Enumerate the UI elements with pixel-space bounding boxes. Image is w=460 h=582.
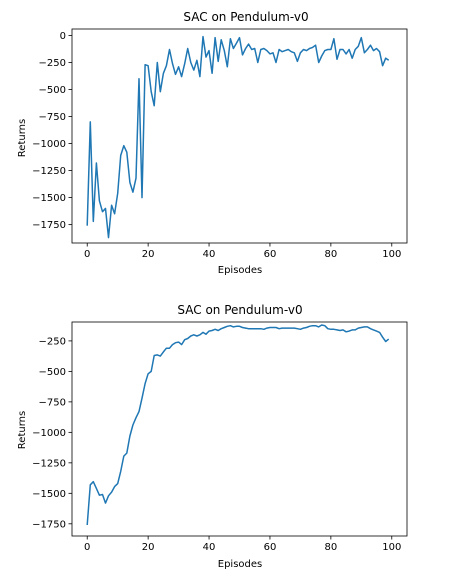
y-tick-label: −1250 <box>32 166 66 177</box>
chart-2-series-line <box>86 324 390 526</box>
chart-2-ylabel: Returns <box>17 411 28 449</box>
chart-2: SAC on Pendulum-v0 Episodes Returns 0 20 4… <box>17 303 408 570</box>
y-tick-label: −750 <box>39 112 66 123</box>
x-tick-label: 40 <box>203 249 216 260</box>
y-tick-label: −1750 <box>32 519 66 530</box>
chart-1-ylabel: Returns <box>17 119 28 157</box>
y-tick-label: −500 <box>39 85 66 96</box>
chart-2-title: SAC on Pendulum-v0 <box>177 303 302 317</box>
y-tick-label: −1000 <box>32 428 66 439</box>
y-tick-label: −750 <box>39 397 66 408</box>
x-tick-label: 40 <box>203 542 216 553</box>
chart-1-plot-frame <box>71 28 408 244</box>
chart-1-title: SAC on Pendulum-v0 <box>183 10 308 24</box>
x-tick-label: 20 <box>142 542 155 553</box>
chart-1-xlabel: Episodes <box>218 265 262 276</box>
chart-2-plot-frame <box>71 321 408 537</box>
y-tick-label: −1750 <box>32 220 66 231</box>
y-tick-label: −250 <box>39 336 66 347</box>
chart-2-ticks: 0 20 40 60 80 100 −250 −500 −750 −1000 −1250 −1500 −… <box>32 336 401 553</box>
chart-1-ticks: 0 20 40 60 80 100 0 −250 −500 −750 −1000 −1250 −1500… <box>32 31 401 260</box>
chart-1: SAC on Pendulum-v0 Episodes Returns 0 20 4… <box>17 10 408 276</box>
x-tick-label: 80 <box>324 249 337 260</box>
x-tick-label: 0 <box>84 249 90 260</box>
y-tick-label: −1500 <box>32 193 66 204</box>
y-tick-label: −500 <box>39 367 66 378</box>
x-tick-label: 60 <box>264 249 277 260</box>
y-tick-label: −1000 <box>32 139 66 150</box>
chart-2-xlabel: Episodes <box>218 559 262 570</box>
y-tick-label: 0 <box>60 31 66 42</box>
x-tick-label: 0 <box>84 542 90 553</box>
x-tick-label: 60 <box>264 542 277 553</box>
y-tick-label: −250 <box>39 58 66 69</box>
x-tick-label: 100 <box>382 249 401 260</box>
y-tick-label: −1250 <box>32 458 66 469</box>
chart-1-series-line <box>86 35 390 239</box>
x-tick-label: 100 <box>382 542 401 553</box>
x-tick-label: 20 <box>142 249 155 260</box>
y-tick-label: −1500 <box>32 489 66 500</box>
x-tick-label: 80 <box>324 542 337 553</box>
